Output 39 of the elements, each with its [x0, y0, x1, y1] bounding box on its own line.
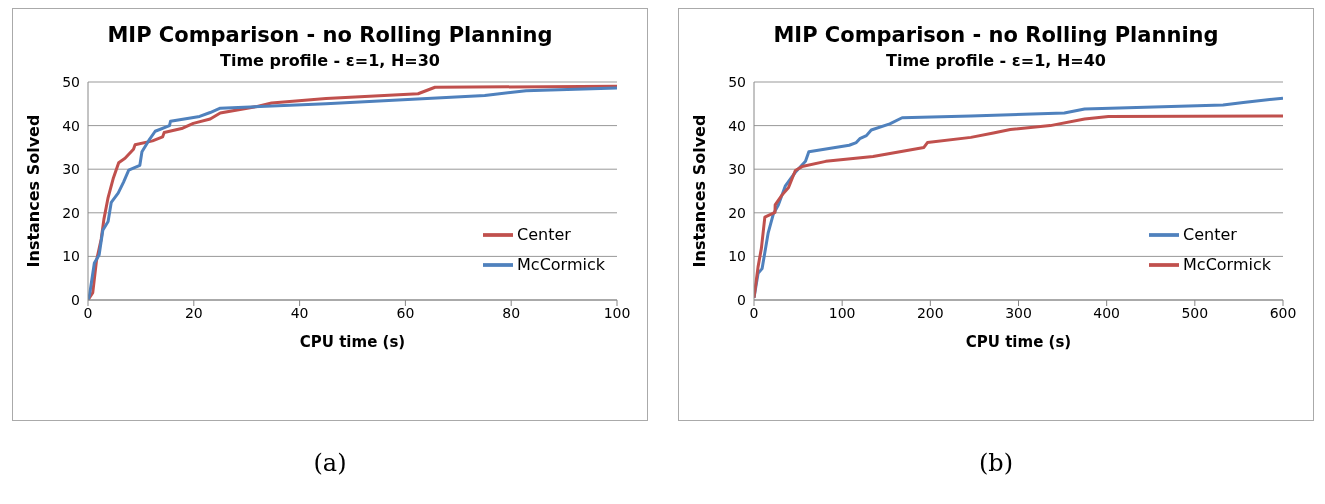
y-tick-label: 0 — [737, 291, 746, 308]
legend-label: Center — [1183, 224, 1237, 244]
legend-label: McCormick — [517, 254, 605, 274]
y-tick-label: 30 — [62, 161, 80, 178]
legend-label: McCormick — [1183, 254, 1271, 274]
y-tick-label: 0 — [71, 291, 80, 308]
x-tick-label: 300 — [1005, 304, 1032, 321]
x-tick-label: 500 — [1181, 304, 1209, 321]
x-tick-label: 0 — [749, 304, 759, 321]
x-tick-label: 100 — [828, 304, 856, 321]
x-tick-label: 0 — [83, 304, 93, 321]
x-tick-label: 600 — [1269, 304, 1297, 321]
legend-label: Center — [517, 224, 571, 244]
y-axis-title: Instances Solved — [689, 114, 709, 268]
x-tick-label: 60 — [396, 304, 415, 321]
y-tick-label: 10 — [728, 248, 746, 265]
text: (a) — [313, 449, 347, 477]
y-tick-label: 40 — [728, 117, 746, 134]
y-tick-label: 40 — [62, 117, 80, 134]
x-tick-label: 200 — [916, 304, 944, 321]
chart-title: MIP Comparison - no Rolling Planning — [772, 23, 1220, 47]
x-axis-title: CPU time (s) — [299, 332, 406, 351]
y-tick-label: 20 — [728, 204, 746, 221]
text: (b) — [978, 449, 1014, 477]
y-tick-label: 50 — [728, 73, 746, 90]
x-tick-label: 100 — [603, 304, 631, 321]
chart-title: MIP Comparison - no Rolling Planning — [106, 23, 554, 47]
chart-subtitle: Time profile - ε=1, H=30 — [219, 51, 441, 70]
y-tick-label: 10 — [62, 248, 80, 265]
x-tick-label: 400 — [1093, 304, 1121, 321]
y-tick-label: 50 — [62, 73, 80, 90]
y-tick-label: 20 — [62, 204, 80, 221]
x-tick-label: 20 — [184, 304, 203, 321]
x-axis-title: CPU time (s) — [965, 332, 1072, 351]
y-axis-title: Instances Solved — [23, 114, 43, 268]
y-tick-label: 30 — [728, 161, 746, 178]
chart-subtitle: Time profile - ε=1, H=40 — [885, 51, 1107, 70]
x-tick-label: 80 — [502, 304, 521, 321]
x-tick-label: 40 — [290, 304, 309, 321]
